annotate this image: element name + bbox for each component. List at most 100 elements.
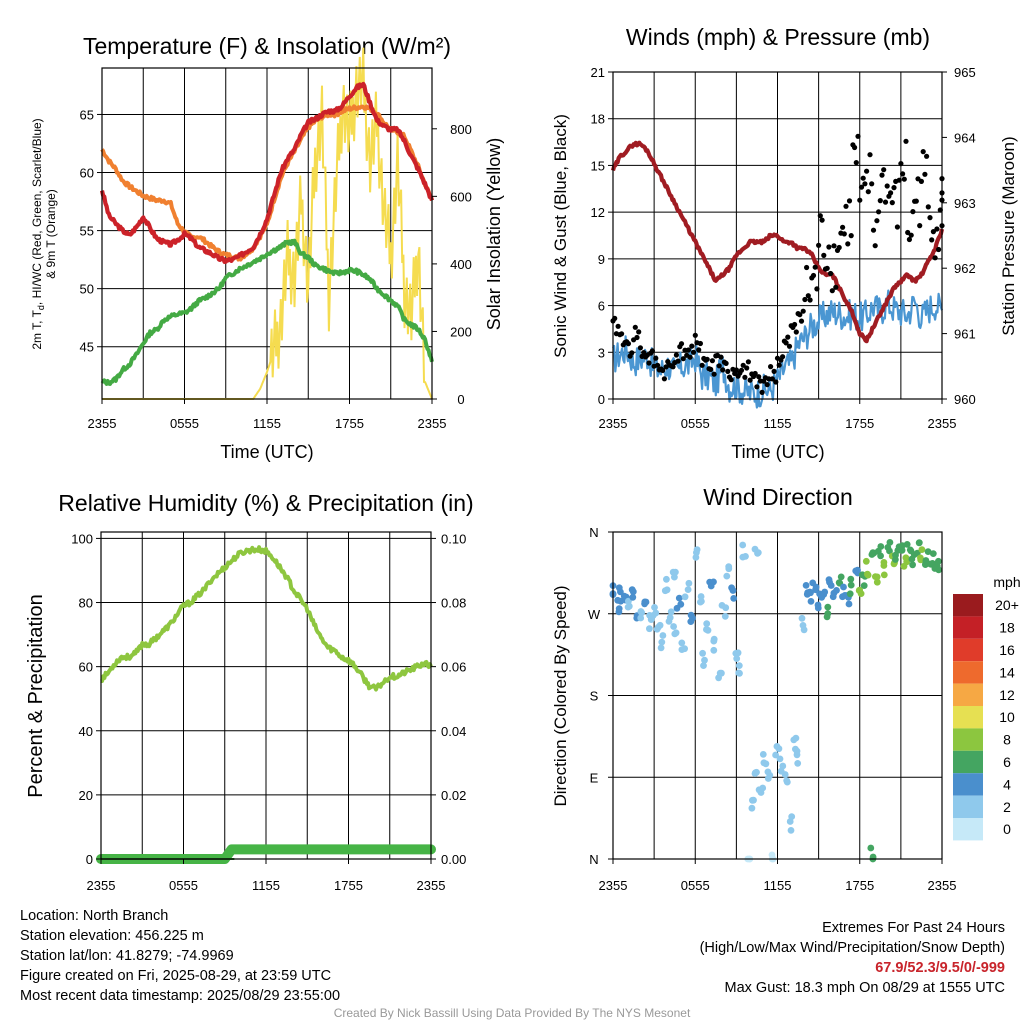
direction-point (658, 638, 666, 646)
direction-point (685, 579, 693, 587)
direction-point (820, 591, 828, 598)
direction-point (783, 778, 791, 786)
gust-point (901, 176, 907, 182)
gust-point (864, 168, 870, 174)
legend-swatch (953, 683, 983, 706)
right-tick-label: 400 (450, 257, 472, 272)
direction-point (659, 632, 667, 639)
gust-point (805, 293, 811, 299)
y-tick-label: 50 (80, 282, 94, 297)
direction-tick-label: N (589, 852, 598, 867)
extremes-subtitle: (High/Low/Max Wind/Precipitation/Snow De… (699, 940, 1005, 956)
legend-swatch (953, 750, 983, 774)
wind-title: Winds (mph) & Pressure (mb) (626, 24, 930, 50)
gust-point (905, 229, 911, 236)
gust-point (740, 362, 746, 368)
direction-point (681, 593, 689, 601)
direction-grid (613, 532, 942, 859)
gust-point (932, 255, 938, 261)
gust-point (819, 217, 825, 223)
direction-point (687, 618, 695, 625)
direction-point (787, 827, 795, 834)
gust-point (898, 161, 904, 167)
temperature-2m-line (99, 81, 435, 264)
extremes-info: Extremes For Past 24 Hours (High/Low/Max… (700, 918, 1005, 998)
direction-point (736, 669, 743, 677)
x-tick-label: 2355 (88, 416, 117, 431)
gust-point (704, 356, 710, 362)
gust-point (836, 244, 842, 251)
x-tick-label: 2355 (599, 416, 628, 431)
right-tick-label: 0.08 (441, 596, 466, 611)
gust-point (934, 226, 940, 232)
gust-point (908, 232, 914, 238)
gust-point (718, 354, 724, 360)
legend-swatch (953, 706, 983, 729)
gust-point (845, 241, 851, 247)
direction-point (637, 608, 645, 615)
direction-point (918, 546, 926, 553)
direction-point (710, 578, 717, 586)
direction-point (625, 602, 633, 610)
gust-point (810, 272, 817, 279)
direction-point (651, 604, 658, 611)
x-tick-label: 2355 (418, 416, 447, 431)
right-tick-label: 964 (954, 130, 976, 145)
direction-point (725, 563, 733, 571)
gust-point (872, 243, 878, 249)
legend-label: 0 (1003, 821, 1011, 837)
direction-point (835, 579, 843, 586)
gust-point (723, 360, 729, 366)
gust-point (699, 362, 705, 368)
legend-label: 20+ (995, 597, 1019, 613)
direction-point (728, 584, 735, 592)
solar-ylabel: Solar Insolation (Yellow) (484, 138, 504, 330)
y-tick-label: 55 (80, 224, 94, 239)
gust-point (807, 297, 813, 303)
gust-point (661, 376, 668, 382)
gust-point (728, 377, 734, 383)
extremes-values: 67.9/52.3/9.5/0/-999 (875, 960, 1005, 976)
gust-point (711, 371, 717, 377)
direction-point (710, 637, 718, 645)
direction-point (672, 629, 680, 637)
direction-point (814, 601, 822, 609)
gust-point (773, 379, 779, 385)
direction-point (661, 587, 669, 595)
gust-point (793, 329, 799, 335)
direction-point (809, 579, 817, 587)
direction-point (826, 578, 833, 586)
direction-point (886, 547, 893, 555)
y-tick-label: 40 (79, 724, 93, 739)
gust-point (855, 133, 861, 139)
direction-point (798, 614, 806, 622)
gust-point (848, 233, 854, 239)
direction-point (667, 608, 675, 616)
gust-point (629, 350, 635, 356)
gust-point (637, 345, 644, 351)
direction-point (880, 571, 888, 579)
right-tick-label: 960 (954, 392, 976, 407)
gust-point (924, 153, 930, 159)
extremes-title: Extremes For Past 24 Hours (822, 920, 1005, 936)
direction-point (846, 590, 854, 598)
gust-point (634, 334, 640, 341)
x-tick-label: 1755 (845, 416, 874, 431)
legend-label: 16 (999, 642, 1015, 658)
gust-point (745, 359, 752, 365)
figure-created: Figure created on Fri, 2025-08-29, at 23… (20, 968, 332, 984)
direction-point (759, 784, 767, 792)
x-tick-label: 2355 (599, 878, 628, 893)
legend-swatch (953, 795, 983, 818)
gust-point (742, 374, 748, 380)
direction-point (699, 649, 706, 657)
direction-point (788, 813, 796, 820)
direction-point (665, 618, 673, 625)
y-tick-label: 6 (598, 299, 605, 314)
direction-point (742, 553, 749, 560)
direction-point (867, 844, 875, 852)
direction-point (698, 598, 705, 605)
gust-point (697, 340, 704, 347)
gust-point (865, 189, 871, 195)
direction-point (748, 804, 756, 812)
